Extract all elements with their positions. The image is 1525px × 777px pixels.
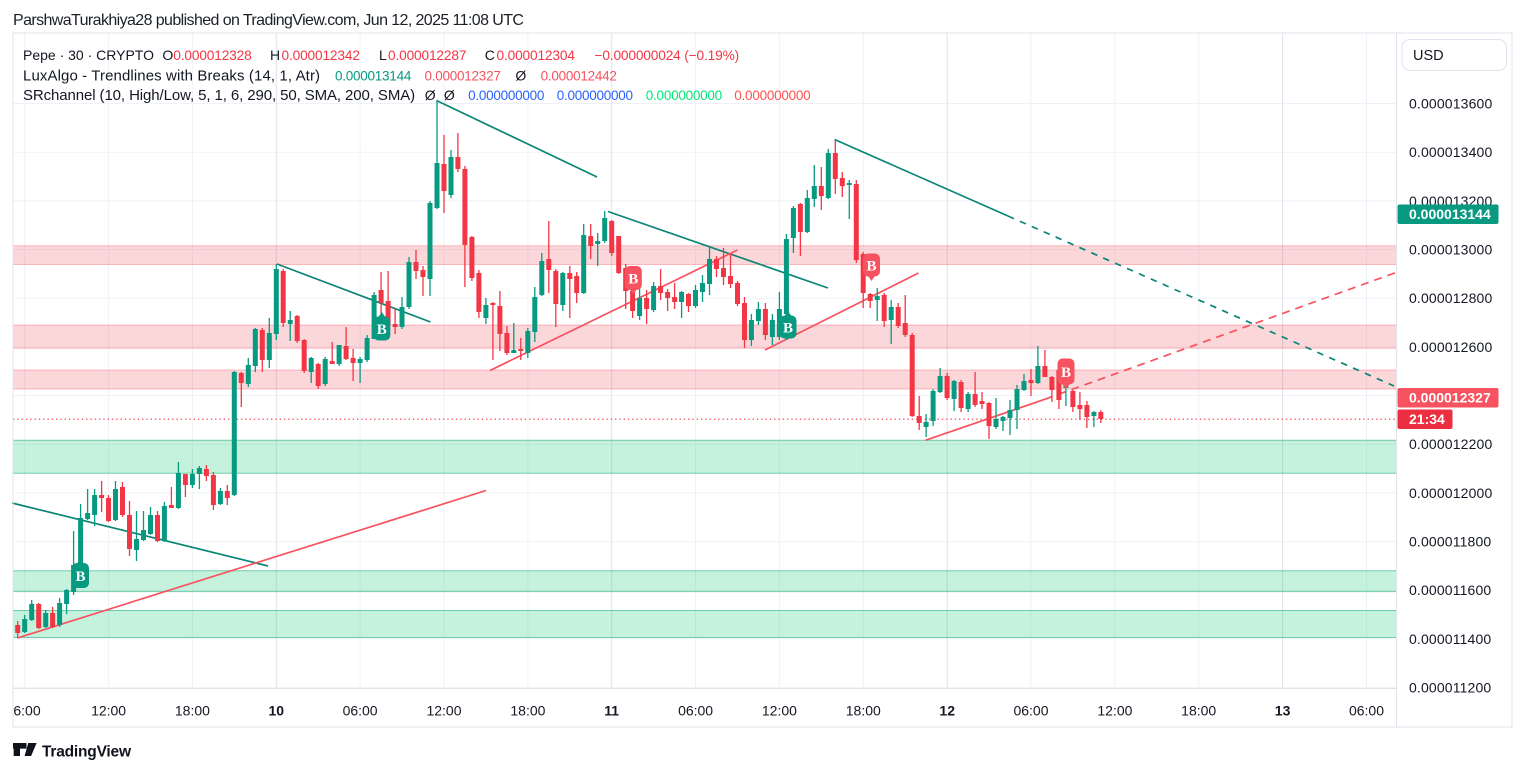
svg-text:Ø: Ø bbox=[515, 67, 526, 83]
svg-text:06:00: 06:00 bbox=[1349, 703, 1384, 719]
svg-text:0.000012200: 0.000012200 bbox=[1409, 436, 1492, 452]
svg-text:0.000013600: 0.000013600 bbox=[1409, 96, 1492, 112]
svg-text:B: B bbox=[75, 569, 85, 585]
svg-text:0.000011400: 0.000011400 bbox=[1409, 631, 1491, 647]
svg-text:0.000011800: 0.000011800 bbox=[1409, 534, 1491, 550]
svg-text:SRchannel (10, High/Low, 5, 1,: SRchannel (10, High/Low, 5, 1, 6, 290, 5… bbox=[23, 87, 415, 104]
svg-text:0.000011200: 0.000011200 bbox=[1409, 680, 1491, 696]
svg-text:0.000000000: 0.000000000 bbox=[468, 88, 544, 103]
svg-text:B: B bbox=[628, 272, 638, 288]
svg-text:11: 11 bbox=[604, 703, 619, 719]
svg-text:0.000000000: 0.000000000 bbox=[557, 88, 633, 103]
svg-text:C: C bbox=[485, 47, 495, 63]
svg-text:Ø: Ø bbox=[425, 87, 436, 103]
svg-text:TradingView: TradingView bbox=[42, 744, 132, 761]
svg-text:6:00: 6:00 bbox=[13, 703, 40, 719]
svg-text:06:00: 06:00 bbox=[1013, 703, 1048, 719]
svg-text:0.000013400: 0.000013400 bbox=[1409, 144, 1492, 160]
svg-text:12:00: 12:00 bbox=[1097, 703, 1132, 719]
svg-text:0.000013000: 0.000013000 bbox=[1409, 242, 1492, 258]
svg-text:0.000012600: 0.000012600 bbox=[1409, 339, 1492, 355]
svg-text:0.000012327: 0.000012327 bbox=[1409, 390, 1491, 406]
svg-text:10: 10 bbox=[269, 703, 285, 719]
svg-text:06:00: 06:00 bbox=[343, 703, 378, 719]
svg-text:0.000013144: 0.000013144 bbox=[335, 68, 412, 83]
svg-text:B: B bbox=[377, 322, 387, 338]
svg-text:0.000000000: 0.000000000 bbox=[734, 88, 810, 103]
svg-text:−0.000000024 (−0.19%): −0.000000024 (−0.19%) bbox=[595, 48, 740, 63]
svg-text:ParshwaTurakhiya28 published o: ParshwaTurakhiya28 published on TradingV… bbox=[13, 12, 523, 29]
svg-text:0.000012327: 0.000012327 bbox=[425, 68, 501, 83]
svg-text:0.000012304: 0.000012304 bbox=[497, 48, 576, 63]
svg-text:0.000012287: 0.000012287 bbox=[388, 48, 466, 63]
svg-text:18:00: 18:00 bbox=[175, 703, 210, 719]
svg-text:18:00: 18:00 bbox=[510, 703, 545, 719]
svg-text:L: L bbox=[379, 47, 387, 63]
svg-text:USD: USD bbox=[1413, 48, 1444, 64]
svg-text:0.000011600: 0.000011600 bbox=[1409, 582, 1491, 598]
svg-text:21:34: 21:34 bbox=[1409, 411, 1445, 427]
svg-text:0.000012342: 0.000012342 bbox=[282, 48, 360, 63]
svg-text:0.000012442: 0.000012442 bbox=[541, 68, 617, 83]
svg-text:06:00: 06:00 bbox=[678, 703, 713, 719]
svg-text:0.000013144: 0.000013144 bbox=[1409, 206, 1491, 222]
svg-text:12:00: 12:00 bbox=[426, 703, 461, 719]
svg-text:Pepe · 30 · CRYPTO: Pepe · 30 · CRYPTO bbox=[23, 47, 154, 63]
svg-text:12: 12 bbox=[939, 703, 955, 719]
svg-text:12:00: 12:00 bbox=[762, 703, 797, 719]
svg-text:12:00: 12:00 bbox=[91, 703, 126, 719]
svg-text:0.000000000: 0.000000000 bbox=[646, 88, 722, 103]
svg-text:B: B bbox=[866, 259, 876, 275]
svg-text:H: H bbox=[270, 47, 280, 63]
svg-text:0.000012000: 0.000012000 bbox=[1409, 485, 1492, 501]
svg-text:18:00: 18:00 bbox=[846, 703, 881, 719]
svg-text:Ø: Ø bbox=[444, 87, 455, 103]
svg-text:B: B bbox=[1061, 365, 1071, 381]
svg-text:B: B bbox=[783, 321, 793, 337]
svg-text:LuxAlgo - Trendlines with Brea: LuxAlgo - Trendlines with Breaks (14, 1,… bbox=[23, 67, 320, 84]
svg-text:O: O bbox=[162, 47, 173, 63]
svg-text:13: 13 bbox=[1275, 703, 1291, 719]
svg-text:0.000012328: 0.000012328 bbox=[173, 48, 252, 63]
svg-text:0.000012800: 0.000012800 bbox=[1409, 290, 1492, 306]
svg-text:18:00: 18:00 bbox=[1181, 703, 1216, 719]
